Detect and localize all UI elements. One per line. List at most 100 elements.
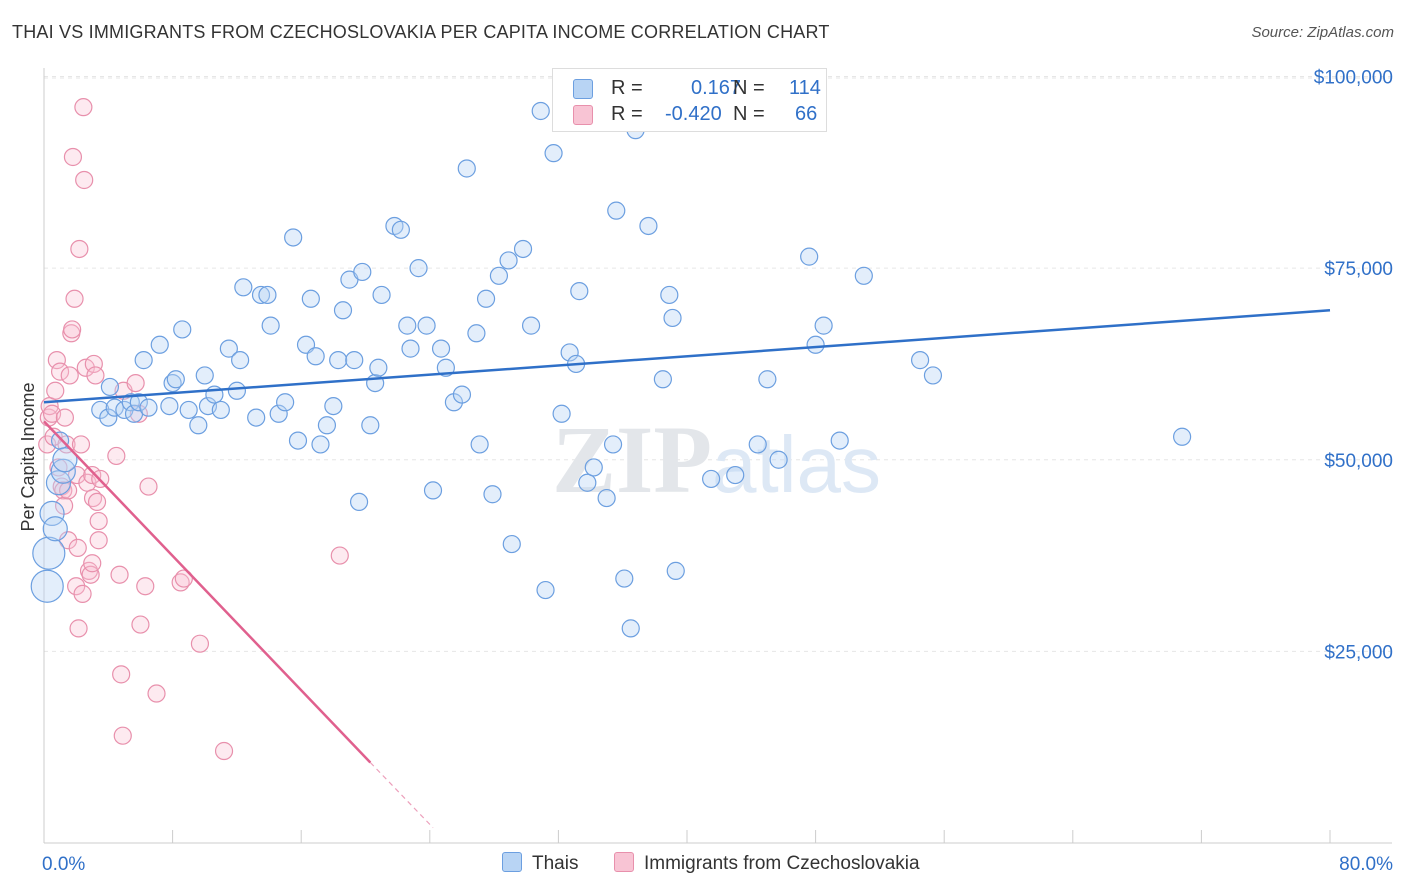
point-thais	[234, 278, 253, 297]
point-czech	[69, 619, 88, 638]
point-thais	[536, 580, 555, 600]
y-tick-label: $25,000	[1324, 642, 1393, 663]
point-czech	[46, 381, 65, 400]
point-thais	[726, 465, 745, 485]
x-tick-label-max: 80.0%	[1339, 854, 1393, 875]
point-thais	[50, 431, 70, 450]
point-thais	[166, 370, 185, 389]
point-czech	[113, 726, 132, 745]
point-czech	[50, 362, 70, 381]
point-thais	[910, 351, 930, 370]
point-czech	[174, 569, 193, 588]
y-tick-label: $50,000	[1324, 451, 1393, 472]
point-thais	[349, 492, 369, 512]
point-thais	[621, 619, 640, 638]
point-thais	[372, 285, 391, 305]
point-thais	[467, 324, 486, 343]
x-tick-label-min: 0.0%	[42, 854, 85, 875]
point-thais	[578, 473, 597, 492]
point-thais	[276, 393, 295, 412]
point-thais	[431, 339, 451, 358]
point-thais	[702, 469, 721, 489]
point-thais	[758, 370, 777, 389]
point-thais	[139, 398, 158, 417]
axes	[43, 68, 1392, 844]
point-thais	[663, 308, 682, 328]
point-thais	[653, 370, 672, 389]
point-thais	[251, 285, 271, 305]
point-thais	[361, 416, 380, 435]
point-thais	[247, 408, 266, 427]
point-czech	[86, 366, 105, 385]
point-thais	[544, 144, 563, 163]
point-thais	[666, 561, 685, 580]
point-thais	[39, 500, 65, 527]
point-thais	[32, 536, 66, 570]
point-thais	[288, 431, 308, 450]
point-thais	[570, 282, 589, 301]
point-thais	[42, 516, 68, 542]
point-thais	[521, 316, 541, 335]
point-czech	[65, 289, 84, 308]
point-czech	[112, 665, 131, 684]
point-thais	[317, 416, 337, 435]
y-axis-title: Per Capita Income	[18, 382, 38, 531]
point-thais	[261, 316, 280, 335]
point-thais	[134, 351, 153, 370]
point-thais	[306, 347, 325, 366]
point-thais	[660, 285, 679, 305]
point-thais	[748, 435, 767, 454]
legend-r-label: R =	[611, 77, 643, 99]
point-czech	[107, 446, 126, 466]
point-czech	[214, 741, 234, 761]
point-czech	[139, 477, 158, 496]
point-thais	[806, 335, 825, 354]
point-czech	[87, 492, 107, 512]
axis-labels: $25,000 $50,000 $75,000 $100,000 0.0% 80.0% Pe…	[18, 68, 1393, 876]
point-czech	[47, 351, 66, 370]
legend-r-value-thais: 0.167	[691, 77, 742, 99]
watermark-atlas: atlas	[712, 420, 881, 509]
point-thais	[227, 381, 246, 400]
bottom-legend-thais: Thais	[502, 852, 578, 875]
point-thais	[231, 351, 250, 370]
point-czech	[73, 584, 92, 603]
legend-swatch-thais	[573, 79, 593, 99]
point-thais	[284, 228, 303, 247]
point-thais	[324, 396, 343, 416]
point-thais	[615, 569, 634, 588]
point-thais	[179, 400, 198, 420]
watermark-zip: ZIP	[552, 406, 712, 513]
bottom-legend-czech: Immigrants from Czechoslovakia	[614, 852, 920, 875]
point-thais	[814, 316, 833, 335]
point-thais	[391, 220, 410, 239]
point-thais	[401, 339, 420, 358]
point-thais	[1173, 427, 1192, 446]
point-thais	[502, 534, 521, 554]
point-czech	[81, 565, 100, 584]
point-thais	[603, 435, 623, 454]
point-thais	[607, 201, 626, 220]
point-czech	[89, 531, 108, 550]
point-thais	[173, 320, 192, 339]
point-thais	[597, 488, 616, 508]
point-thais	[499, 251, 518, 270]
point-thais	[129, 393, 148, 412]
point-thais	[483, 485, 502, 504]
point-thais	[333, 301, 353, 320]
point-czech	[136, 577, 155, 596]
point-thais	[854, 266, 873, 285]
point-thais	[476, 289, 496, 308]
legend-r-value-czech: -0.420	[665, 103, 722, 125]
point-thais	[409, 259, 428, 278]
point-thais	[457, 159, 476, 178]
point-thais	[100, 377, 120, 397]
point-thais	[329, 351, 348, 370]
point-thais	[470, 435, 489, 454]
point-czech	[110, 565, 129, 584]
point-thais	[584, 458, 603, 477]
point-thais	[195, 366, 214, 385]
point-czech	[89, 511, 108, 531]
point-thais	[489, 266, 509, 285]
